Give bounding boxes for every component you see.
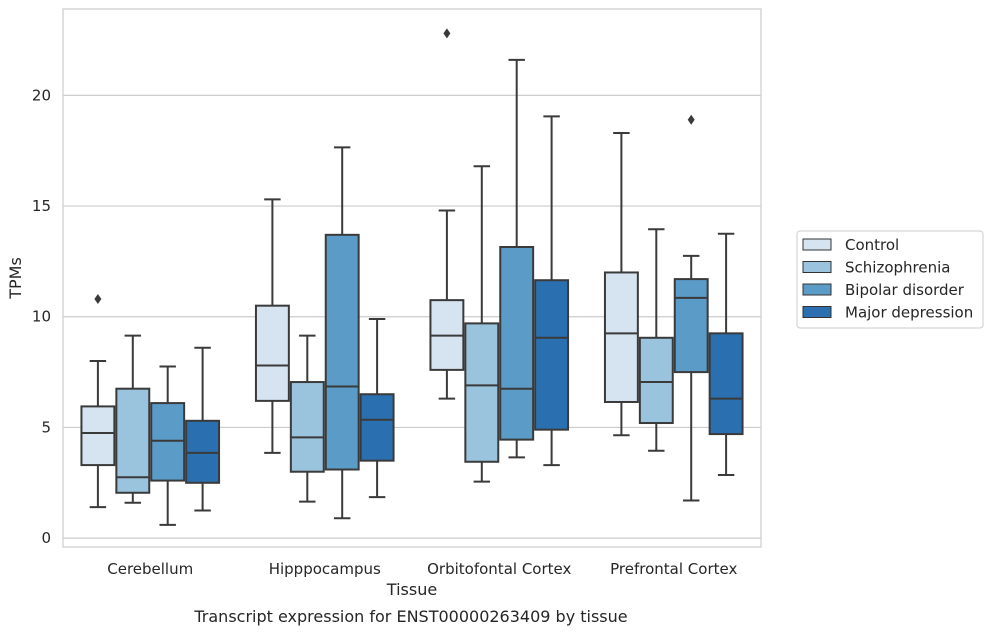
box-element bbox=[464, 165, 500, 483]
box-body bbox=[80, 405, 116, 467]
box-element bbox=[80, 294, 116, 509]
box-element bbox=[499, 58, 535, 459]
box-element bbox=[603, 131, 639, 437]
box-element bbox=[638, 228, 674, 452]
y-axis-ticks: 0 5 10 15 20 bbox=[32, 86, 51, 547]
plot-area-frame bbox=[62, 8, 762, 548]
box-body bbox=[324, 233, 360, 471]
box-body bbox=[638, 336, 674, 425]
x-tick-label: Hipppocampus bbox=[269, 560, 381, 578]
box-series bbox=[80, 28, 744, 526]
y-tick-label: 15 bbox=[32, 197, 51, 215]
legend-item: Bipolar disorder bbox=[802, 281, 965, 299]
legend-swatch bbox=[802, 261, 832, 273]
legend-label: Bipolar disorder bbox=[845, 281, 965, 299]
box-body bbox=[534, 279, 570, 431]
outlier-point bbox=[687, 114, 695, 125]
y-tick-label: 0 bbox=[41, 529, 51, 547]
y-tick-label: 20 bbox=[32, 86, 51, 104]
box-body bbox=[185, 419, 221, 484]
box-element bbox=[185, 346, 221, 512]
legend: Control Schizophrenia Bipolar disorder Majo… bbox=[796, 230, 984, 329]
legend-item: Schizophrenia bbox=[802, 259, 950, 277]
box-body bbox=[150, 402, 186, 482]
figure-caption: Transcript expression for ENST0000026340… bbox=[193, 607, 627, 626]
box-element bbox=[673, 114, 709, 502]
box-element bbox=[359, 317, 395, 499]
legend-swatch bbox=[802, 238, 832, 251]
legend-items: Control Schizophrenia Bipolar disorder Majo… bbox=[802, 236, 973, 322]
box-element bbox=[115, 334, 151, 504]
box-body bbox=[254, 304, 290, 402]
box-body bbox=[359, 393, 395, 462]
box-body bbox=[603, 271, 639, 403]
box-element bbox=[150, 365, 186, 526]
box-body bbox=[289, 381, 325, 473]
x-tick-label: Orbitofontal Cortex bbox=[427, 560, 571, 578]
box-element bbox=[429, 28, 465, 400]
box-body bbox=[673, 278, 709, 374]
x-tick-label: Cerebellum bbox=[107, 560, 193, 578]
box-body bbox=[115, 387, 151, 494]
y-tick-label: 10 bbox=[32, 308, 51, 326]
legend-label: Major depression bbox=[845, 304, 973, 322]
legend-label: Control bbox=[845, 236, 899, 254]
box-element bbox=[708, 232, 744, 477]
box-body bbox=[708, 332, 744, 436]
box-element bbox=[254, 198, 290, 454]
y-tick-label: 5 bbox=[41, 418, 51, 436]
legend-label: Schizophrenia bbox=[845, 259, 950, 277]
legend-item: Major depression bbox=[802, 304, 973, 322]
box-element bbox=[534, 115, 570, 467]
box-body bbox=[499, 246, 535, 441]
x-tick-label: Prefrontal Cortex bbox=[610, 560, 737, 578]
x-axis-ticks: Cerebellum Hipppocampus Orbitofontal Corte… bbox=[107, 560, 737, 578]
x-axis-title: Tissue bbox=[386, 580, 437, 599]
box-element bbox=[289, 334, 325, 503]
legend-swatch bbox=[802, 306, 832, 318]
outlier-point bbox=[443, 28, 451, 39]
y-axis-title: TPMs bbox=[6, 257, 25, 300]
legend-frame bbox=[796, 230, 984, 329]
legend-swatch bbox=[802, 283, 832, 296]
legend-item: Control bbox=[802, 236, 899, 254]
box-element bbox=[324, 146, 360, 520]
box-body bbox=[464, 322, 500, 463]
outlier-point bbox=[94, 294, 102, 305]
